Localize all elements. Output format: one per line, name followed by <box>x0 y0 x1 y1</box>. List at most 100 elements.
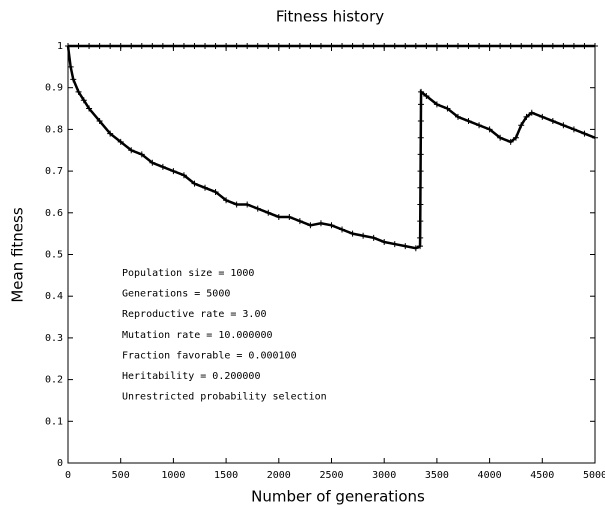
y-tick-label: 0.9 <box>45 83 63 94</box>
data-point <box>233 43 240 49</box>
annotation: Population size = 1000 <box>122 268 254 279</box>
data-point <box>296 218 303 225</box>
data-point <box>417 118 424 125</box>
data-point <box>581 130 588 137</box>
annotation: Generations = 5000 <box>122 289 230 300</box>
data-point <box>518 122 525 129</box>
data-point <box>202 184 209 191</box>
data-point <box>65 43 71 49</box>
data-point <box>75 43 82 49</box>
x-tick-label: 5000 <box>583 470 605 481</box>
data-point <box>265 43 272 49</box>
data-point <box>275 43 282 49</box>
y-tick-label: 0 <box>57 458 63 469</box>
data-point <box>328 43 335 49</box>
x-tick-label: 4500 <box>530 470 554 481</box>
y-tick-label: 0.6 <box>45 208 63 219</box>
data-point <box>265 209 272 216</box>
y-tick-label: 0.1 <box>45 416 63 427</box>
data-point <box>592 43 598 49</box>
data-point <box>317 220 324 227</box>
x-tick-label: 0 <box>65 470 71 481</box>
data-point <box>444 105 451 112</box>
annotation: Reproductive rate = 3.00 <box>122 309 267 320</box>
y-tick-label: 0.8 <box>45 124 63 135</box>
data-point <box>86 105 93 112</box>
data-point <box>507 43 514 49</box>
data-point <box>149 43 156 49</box>
data-point <box>581 43 588 49</box>
x-tick-label: 3000 <box>372 470 396 481</box>
data-point <box>423 93 430 100</box>
data-point <box>528 43 535 49</box>
data-point <box>138 43 145 49</box>
data-point <box>117 138 124 145</box>
data-point <box>417 243 424 250</box>
data-point <box>539 113 546 120</box>
data-point <box>223 43 230 49</box>
data-point <box>528 109 535 116</box>
data-point <box>570 126 577 133</box>
data-point <box>349 43 356 49</box>
data-point <box>286 213 293 220</box>
data-point <box>539 43 546 49</box>
data-point <box>149 159 156 166</box>
x-tick-label: 1000 <box>161 470 185 481</box>
data-point <box>402 243 409 250</box>
y-tick-label: 0.5 <box>45 250 63 261</box>
x-tick-label: 1500 <box>214 470 238 481</box>
data-point <box>107 130 114 137</box>
data-point <box>96 118 103 125</box>
data-point <box>417 134 424 141</box>
data-point <box>570 43 577 49</box>
data-point <box>391 43 398 49</box>
data-point <box>170 168 177 175</box>
data-point <box>560 122 567 129</box>
data-point <box>418 88 425 95</box>
data-point <box>412 245 419 252</box>
x-tick-label: 3500 <box>425 470 449 481</box>
data-point <box>191 43 198 49</box>
y-tick-label: 0.4 <box>45 291 63 302</box>
data-point <box>138 151 145 158</box>
data-point <box>417 184 424 191</box>
data-point <box>417 218 424 225</box>
data-point <box>128 43 135 49</box>
data-point <box>476 43 483 49</box>
data-point <box>417 201 424 208</box>
data-point <box>223 197 230 204</box>
data-point <box>275 213 282 220</box>
data-point <box>486 43 493 49</box>
data-point <box>170 43 177 49</box>
series-line <box>66 45 596 250</box>
data-point <box>159 43 166 49</box>
data-point <box>476 122 483 129</box>
data-point <box>402 43 409 49</box>
data-point <box>191 180 198 187</box>
data-point <box>86 43 93 49</box>
x-tick-label: 2000 <box>267 470 291 481</box>
y-tick-label: 0.2 <box>45 375 63 386</box>
data-point <box>349 230 356 237</box>
data-point <box>370 234 377 241</box>
data-point <box>497 43 504 49</box>
data-point <box>254 43 261 49</box>
annotation: Heritability = 0.200000 <box>122 371 260 382</box>
data-point <box>107 43 114 49</box>
annotation: Fraction favorable = 0.000100 <box>122 350 297 361</box>
data-point <box>497 134 504 141</box>
data-point <box>296 43 303 49</box>
data-point <box>128 147 135 154</box>
data-point <box>381 43 388 49</box>
data-point <box>328 222 335 229</box>
data-point <box>244 43 251 49</box>
data-point <box>370 43 377 49</box>
data-point <box>96 43 103 49</box>
data-point <box>212 188 219 195</box>
data-point <box>549 118 556 125</box>
data-point <box>381 238 388 245</box>
x-tick-label: 4000 <box>478 470 502 481</box>
data-point <box>560 43 567 49</box>
